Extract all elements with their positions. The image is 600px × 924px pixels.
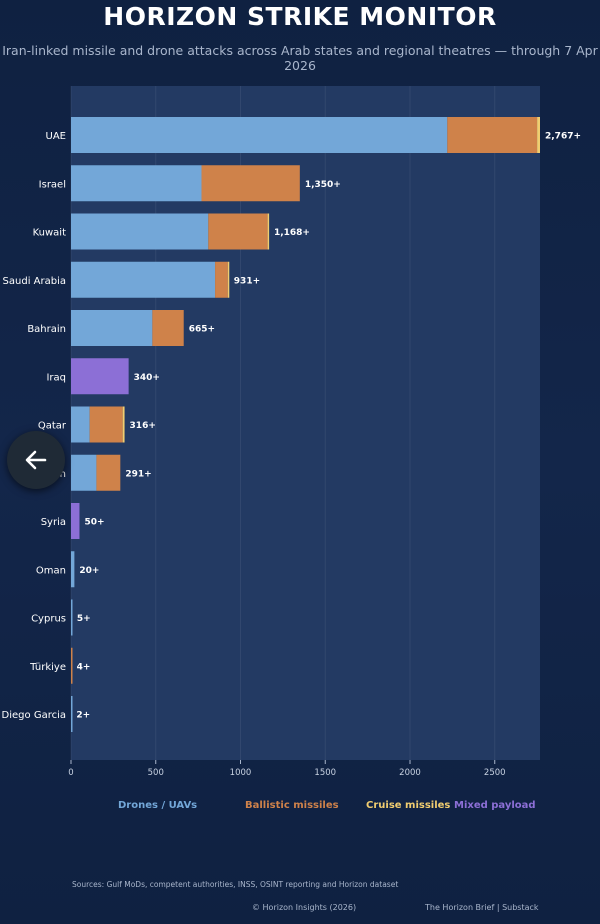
copyright: © Horizon Insights (2026) (252, 903, 357, 912)
category-label: Türkiye (29, 662, 66, 673)
legend-ballistic: Ballistic missiles (245, 800, 339, 811)
category-label: Oman (36, 565, 66, 576)
bar-segment (71, 503, 80, 539)
bar-segment (71, 358, 129, 395)
x-tick-label: 1500 (314, 768, 336, 778)
x-tick-label: 2000 (399, 768, 421, 778)
bar-segment (227, 261, 230, 298)
x-tick-label: 2500 (484, 768, 506, 778)
category-label: Qatar (38, 421, 67, 432)
x-tick-label: 1000 (230, 768, 252, 778)
bar-segment (208, 213, 268, 250)
sources-note: Sources: Gulf MoDs, competent authoritie… (72, 880, 399, 889)
x-axis: 0 500 1000 1500 2000 2500 (68, 760, 506, 778)
brand-credit: The Horizon Brief | Substack (425, 903, 539, 912)
data-label: 1,350+ (305, 180, 341, 190)
bar-segment (537, 117, 540, 153)
bar-segment (71, 647, 73, 684)
legend-drones: Drones / UAVs (118, 800, 198, 811)
bar-segment (122, 406, 125, 443)
bar-segment (71, 261, 216, 298)
data-label: 2,767+ (545, 132, 581, 142)
category-label: Bahrain (27, 324, 66, 335)
category-label: Israel (39, 179, 66, 190)
x-tick-label: 0 (68, 768, 73, 778)
labels: UAE 2,767+ Israel 1,350+ Kuwait 1,168+ Saudi A… (2, 131, 581, 721)
category-label: Iraq (46, 372, 66, 383)
legend-cruise: Cruise missiles (366, 800, 451, 811)
category-label: Syria (41, 517, 66, 528)
bar-segment (71, 551, 75, 588)
bar-segment (71, 406, 90, 443)
bar-segment (71, 599, 73, 636)
bar-segment (96, 454, 121, 491)
arrow-left-icon (25, 450, 47, 470)
x-tick-label: 500 (148, 768, 164, 778)
data-label: 316+ (130, 421, 156, 431)
bar-segment (89, 406, 123, 443)
chart-title: HORIZON STRIKE MONITOR (103, 2, 497, 31)
legend-mixed: Mixed payload (454, 800, 536, 811)
category-label: Kuwait (33, 228, 66, 239)
data-label: 340+ (134, 373, 160, 383)
category-label: UAE (46, 131, 66, 142)
category-label: Saudi Arabia (3, 276, 66, 287)
category-label: Diego Garcia (2, 710, 66, 721)
chart-subtitle: Iran-linked missile and drone attacks ac… (2, 43, 598, 73)
bar-segment (71, 213, 209, 250)
bar-segment (71, 696, 73, 732)
data-label: 2+ (76, 711, 90, 721)
bar-segment (152, 310, 184, 346)
category-label: Cyprus (31, 614, 66, 625)
data-label: 1,168+ (274, 228, 310, 238)
bars (71, 117, 540, 732)
bar-segment (71, 454, 97, 491)
bar-segment (267, 213, 270, 250)
data-label: 4+ (77, 662, 91, 672)
data-label: 5+ (77, 614, 91, 624)
bar-segment (71, 165, 202, 202)
data-label: 50+ (84, 518, 104, 528)
data-label: 665+ (189, 325, 215, 335)
bar-segment (201, 165, 300, 202)
bar-segment (447, 117, 538, 153)
back-button[interactable] (7, 431, 65, 489)
data-label: 931+ (234, 276, 260, 286)
bar-segment (71, 117, 448, 153)
bar-segment (215, 261, 228, 298)
data-label: 20+ (79, 566, 99, 576)
bar-segment (71, 310, 153, 346)
data-label: 291+ (125, 469, 151, 479)
